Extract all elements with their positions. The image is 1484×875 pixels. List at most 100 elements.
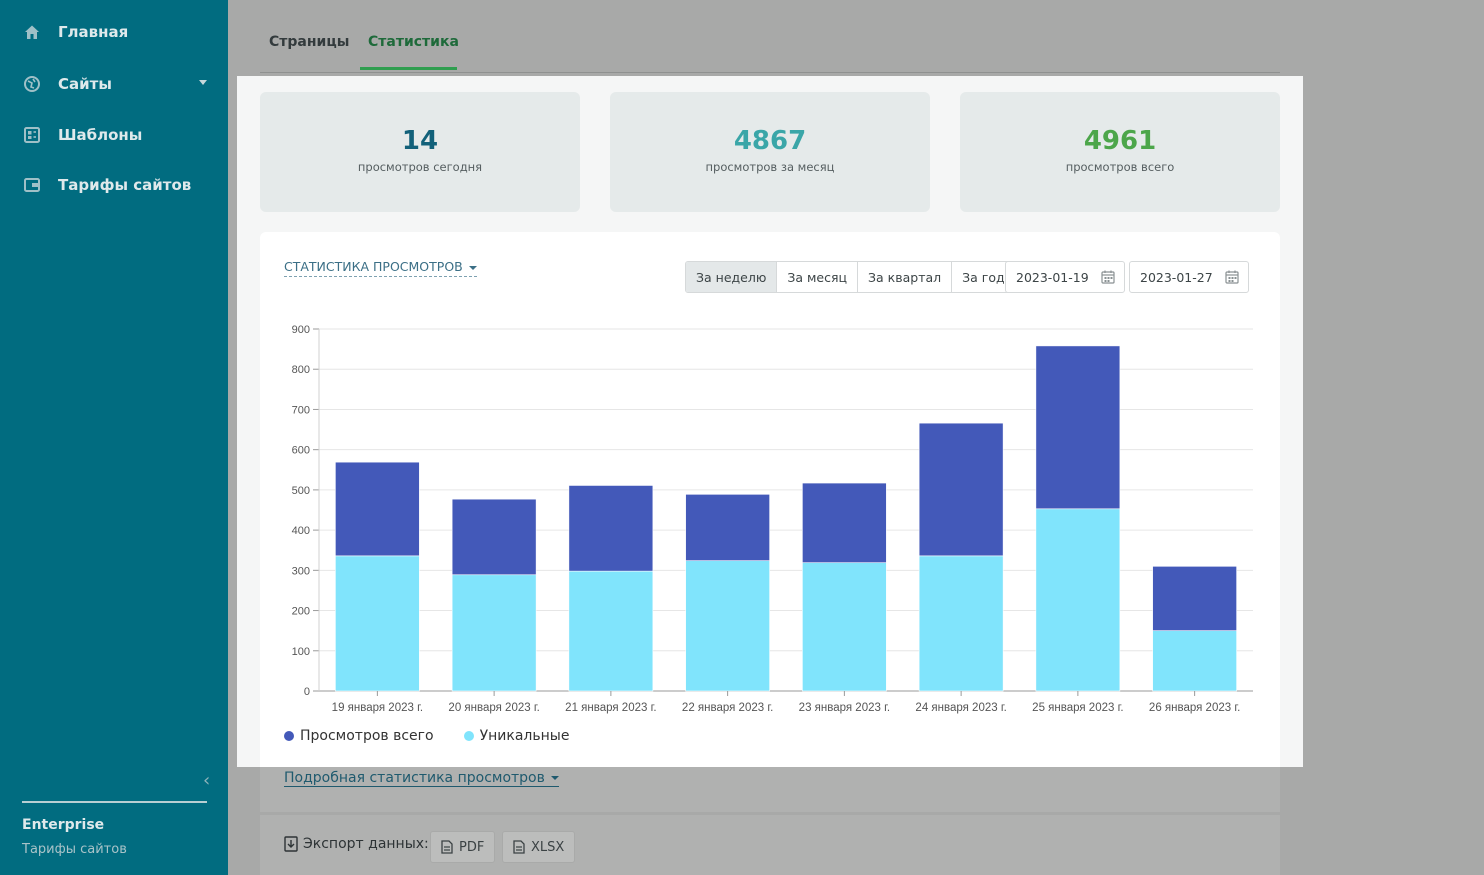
- home-icon: [23, 23, 41, 41]
- sidebar-item-sites[interactable]: Сайты: [0, 59, 228, 109]
- bar-unique: [802, 562, 887, 692]
- stat-value: 4867: [733, 126, 807, 156]
- calendar-icon[interactable]: [1225, 270, 1239, 284]
- export-label-group: Экспорт данных:: [284, 836, 429, 852]
- legend-item-unique[interactable]: Уникальные: [463, 728, 570, 744]
- period-selector: За неделю За месяц За квартал За год: [685, 261, 1016, 293]
- plan-name: Enterprise: [22, 817, 105, 833]
- y-tick-label: 600: [292, 445, 310, 457]
- stat-label: просмотров за месяц: [705, 160, 835, 174]
- date-to-field[interactable]: 2023-01-27: [1129, 261, 1249, 293]
- x-tick-label: 25 января 2023 г.: [1032, 702, 1123, 714]
- sidebar-item-templates[interactable]: Шаблоны: [0, 110, 228, 160]
- plan-link[interactable]: Тарифы сайтов: [22, 842, 127, 857]
- chevron-down-icon[interactable]: [199, 80, 207, 85]
- views-bar-chart: 0 100 200 300 400 500 600 700 800 900 19 января 20…: [292, 324, 1253, 714]
- y-tick-label: 200: [292, 606, 310, 618]
- chevron-down-icon: [468, 265, 477, 270]
- tab-statistics[interactable]: Статистика: [368, 34, 459, 50]
- export-icon: [284, 836, 298, 852]
- tabs-divider: [260, 72, 1280, 73]
- stat-card-month: 4867 просмотров за месяц: [610, 92, 930, 212]
- sidebar: Главная Сайты Шаблоны Тарифы сайтов ‹ En…: [0, 0, 228, 875]
- date-from-field[interactable]: 2023-01-19: [1005, 261, 1125, 293]
- x-tick-label: 22 января 2023 г.: [682, 702, 773, 714]
- bar-total: [568, 485, 654, 572]
- period-quarter-button[interactable]: За квартал: [858, 262, 953, 292]
- export-pdf-button[interactable]: PDF: [430, 831, 496, 863]
- x-tick-label: 20 января 2023 г.: [448, 702, 539, 714]
- date-from-value: 2023-01-19: [1016, 269, 1089, 285]
- export-xlsx-label: XLSX: [531, 839, 565, 855]
- bar-total: [685, 494, 770, 561]
- x-tick-label: 26 января 2023 г.: [1149, 702, 1240, 714]
- bar-unique: [1152, 630, 1237, 692]
- template-icon: [23, 126, 41, 144]
- stat-value: 14: [401, 126, 439, 156]
- bar-total: [802, 482, 887, 563]
- sidebar-item-label: Тарифы сайтов: [58, 176, 192, 194]
- y-tick-label: 700: [292, 404, 310, 416]
- document-icon: [441, 840, 453, 854]
- tab-active-indicator: [360, 67, 457, 70]
- chart-legend: Просмотров всего Уникальные: [284, 728, 569, 744]
- export-pdf-label: PDF: [459, 839, 485, 855]
- bar-unique: [335, 555, 420, 692]
- stat-value: 4961: [1083, 126, 1157, 156]
- wallet-icon: [23, 176, 41, 194]
- date-to-value: 2023-01-27: [1140, 269, 1213, 285]
- bar-unique: [568, 570, 654, 692]
- export-xlsx-button[interactable]: XLSX: [502, 831, 576, 863]
- x-tick-label: 23 января 2023 г.: [799, 702, 890, 714]
- legend-label: Уникальные: [479, 728, 570, 744]
- collapse-sidebar-icon[interactable]: ‹: [203, 770, 211, 791]
- legend-dot: [284, 731, 294, 741]
- y-tick-label: 0: [304, 686, 310, 698]
- x-tick-label: 21 января 2023 г.: [565, 702, 656, 714]
- detailed-stats-label: Подробная статистика просмотров: [284, 770, 545, 786]
- sidebar-item-home[interactable]: Главная: [0, 7, 228, 57]
- y-tick-label: 300: [292, 565, 310, 577]
- detailed-stats-link[interactable]: Подробная статистика просмотров: [284, 770, 559, 787]
- bar-total: [451, 498, 537, 576]
- period-year-button[interactable]: За год: [952, 262, 1015, 292]
- document-icon: [513, 840, 525, 854]
- bar-total: [1152, 566, 1237, 631]
- stat-card-today: 14 просмотров сегодня: [260, 92, 580, 212]
- sidebar-item-site-plans[interactable]: Тарифы сайтов: [0, 160, 228, 210]
- y-tick-label: 900: [292, 324, 310, 336]
- stat-card-total: 4961 просмотров всего: [960, 92, 1280, 212]
- y-tick-label: 400: [292, 525, 310, 537]
- legend-dot: [463, 731, 474, 741]
- stat-label: просмотров всего: [1065, 160, 1175, 174]
- sidebar-item-label: Сайты: [58, 75, 112, 93]
- bar-unique: [918, 555, 1004, 692]
- y-tick-label: 500: [292, 485, 310, 497]
- detail-panel: [260, 767, 1280, 812]
- x-tick-label: 19 января 2023 г.: [332, 702, 423, 714]
- x-tick-label: 24 января 2023 г.: [915, 702, 1006, 714]
- period-week-button[interactable]: За неделю: [686, 262, 778, 292]
- bar-total: [918, 422, 1004, 557]
- bar-unique: [1035, 508, 1121, 692]
- legend-label: Просмотров всего: [300, 728, 434, 744]
- stat-label: просмотров сегодня: [357, 160, 483, 174]
- bar-unique: [685, 560, 770, 692]
- chart-title: СТАТИСТИКА ПРОСМОТРОВ: [284, 259, 463, 274]
- sidebar-item-label: Шаблоны: [58, 126, 143, 144]
- sidebar-divider: [22, 801, 207, 803]
- legend-item-total[interactable]: Просмотров всего: [284, 728, 434, 744]
- y-tick-label: 800: [292, 364, 310, 376]
- period-month-button[interactable]: За месяц: [777, 262, 859, 292]
- tab-pages[interactable]: Страницы: [269, 34, 350, 50]
- export-label: Экспорт данных:: [303, 836, 429, 852]
- bar-total: [335, 461, 420, 557]
- bar-total: [1035, 345, 1121, 510]
- y-tick-label: 100: [292, 646, 310, 658]
- chevron-down-icon: [550, 776, 559, 780]
- bar-unique: [451, 574, 537, 692]
- sidebar-item-label: Главная: [58, 23, 129, 41]
- globe-icon: [23, 75, 41, 93]
- calendar-icon[interactable]: [1101, 270, 1115, 284]
- chart-type-dropdown[interactable]: СТАТИСТИКА ПРОСМОТРОВ: [284, 259, 477, 277]
